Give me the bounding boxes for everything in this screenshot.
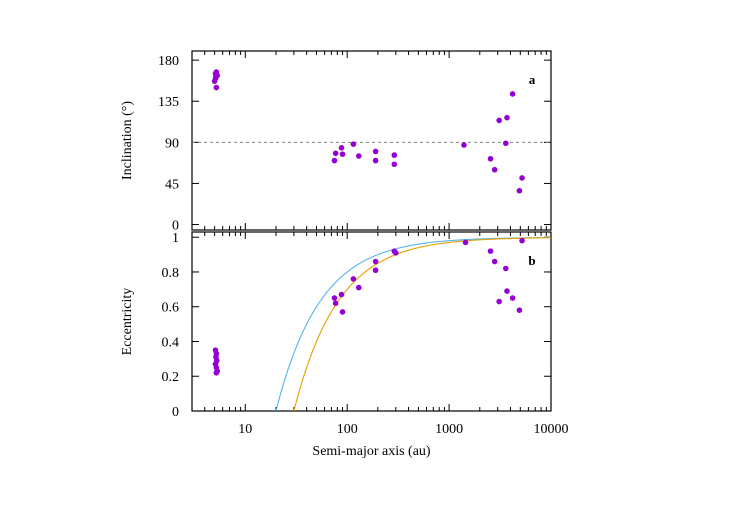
data-point [332, 300, 339, 307]
data-point [214, 72, 220, 79]
data-point [339, 151, 346, 157]
data-point [491, 166, 498, 173]
y-tick-label: 0 [172, 219, 179, 234]
x-tick-label: 1000 [435, 422, 463, 437]
data-point [509, 295, 516, 301]
x-tick-label: 10 [238, 422, 252, 437]
data-point [356, 153, 362, 159]
data-point [516, 307, 523, 314]
data-point [519, 175, 525, 181]
data-point [496, 117, 502, 124]
data-point [338, 145, 345, 151]
y-tick-label: 180 [158, 54, 179, 69]
data-point [391, 152, 398, 158]
data-point [504, 288, 510, 294]
data-point [338, 291, 345, 298]
plot-frame [191, 50, 552, 231]
y-tick-label: 0.6 [162, 301, 180, 316]
inclination-panel: 0 45 90 135 180 Inclination (°) a [120, 50, 552, 234]
perihelion-curve [275, 237, 551, 412]
data-point [350, 276, 357, 282]
y-tick-label: 0.4 [162, 335, 180, 350]
data-point [332, 150, 339, 157]
data-point [502, 140, 509, 147]
panel-letter: a [529, 72, 536, 87]
x-tick-label: 100 [337, 422, 358, 437]
data-point [372, 157, 379, 164]
y-tick-label: 45 [165, 177, 179, 192]
data-point [461, 142, 467, 148]
data-point [331, 295, 338, 301]
data-point [487, 248, 494, 254]
data-point [491, 258, 498, 265]
data-point [372, 148, 379, 155]
panel-letter: b [528, 253, 535, 268]
y-axis-title: Eccentricity [120, 288, 135, 356]
data-point [372, 258, 379, 265]
y-tick-label: 135 [158, 95, 179, 110]
eccentricity-panel: 0 0.2 0.4 0.6 0.8 1 10 100 1000 10000 Eccentricity… [120, 231, 569, 459]
x-axis-title: Semi-major axis (au) [312, 444, 431, 459]
data-point [496, 298, 502, 305]
data-point [502, 265, 509, 272]
plot-frame [191, 231, 552, 412]
data-point [391, 161, 398, 168]
data-point [350, 141, 357, 147]
perihelion-curve [293, 237, 552, 412]
data-point [393, 250, 399, 256]
data-point [356, 284, 362, 291]
data-point [213, 84, 220, 91]
data-point [509, 91, 516, 97]
data-point [519, 237, 525, 244]
y-tick-label: 0 [172, 405, 179, 420]
x-tick-label: 10000 [534, 422, 569, 437]
data-point [339, 309, 346, 315]
data-point [372, 267, 379, 274]
data-point [462, 239, 469, 246]
data-point [487, 155, 494, 162]
y-tick-label: 1 [172, 231, 179, 246]
y-tick-label: 0.2 [162, 370, 180, 385]
data-point [504, 114, 510, 121]
data-point [213, 369, 220, 376]
y-axis-title: Inclination (°) [120, 101, 135, 180]
data-point [211, 78, 218, 84]
y-tick-label: 0.8 [162, 266, 180, 281]
data-point [516, 187, 523, 194]
y-tick-label: 90 [165, 136, 179, 151]
data-point [331, 157, 338, 164]
